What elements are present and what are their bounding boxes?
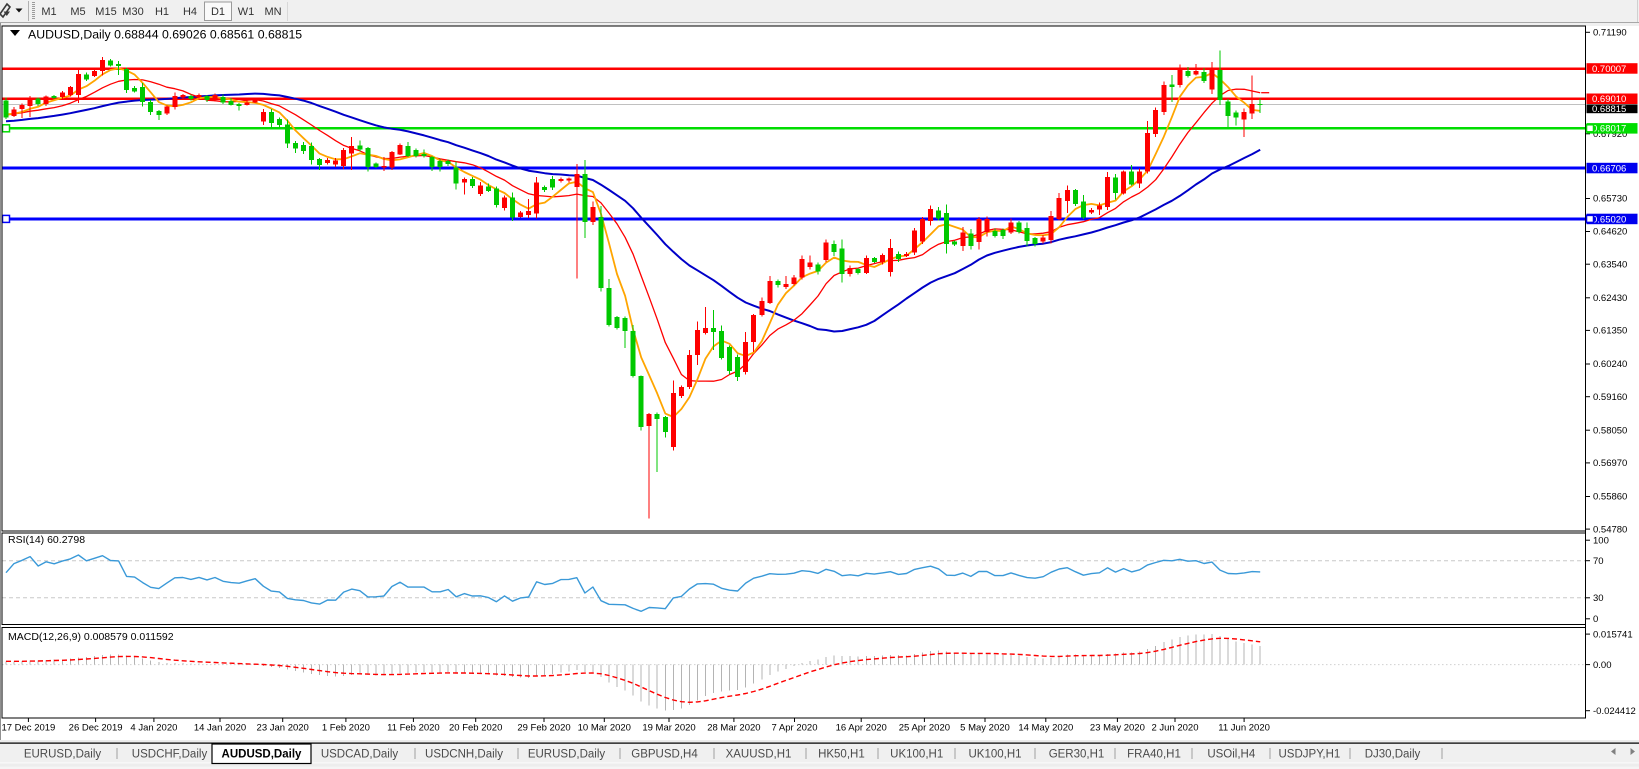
svg-text:RSI(14) 60.2798: RSI(14) 60.2798 — [8, 534, 85, 546]
svg-text:0.56970: 0.56970 — [1593, 458, 1627, 469]
svg-text:USDCNH,Daily: USDCNH,Daily — [425, 749, 503, 761]
svg-text:0.59160: 0.59160 — [1593, 392, 1627, 403]
svg-text:0.54780: 0.54780 — [1593, 524, 1627, 535]
svg-text:4 Jan 2020: 4 Jan 2020 — [130, 723, 177, 734]
svg-text:28 Mar 2020: 28 Mar 2020 — [707, 723, 760, 734]
svg-text:UK100,H1: UK100,H1 — [890, 749, 943, 761]
svg-text:0.65730: 0.65730 — [1593, 194, 1627, 205]
svg-text:0.67920: 0.67920 — [1593, 129, 1627, 140]
svg-text:H4: H4 — [183, 6, 197, 18]
svg-text:0.62430: 0.62430 — [1593, 293, 1627, 304]
svg-text:0.65020: 0.65020 — [1592, 214, 1626, 225]
svg-text:25 Apr 2020: 25 Apr 2020 — [899, 723, 950, 734]
svg-text:EURUSD,Daily: EURUSD,Daily — [528, 749, 606, 761]
svg-text:H1: H1 — [155, 6, 169, 18]
svg-text:0.61350: 0.61350 — [1593, 326, 1627, 337]
svg-text:7 Apr 2020: 7 Apr 2020 — [772, 723, 818, 734]
svg-text:29 Feb 2020: 29 Feb 2020 — [517, 723, 570, 734]
svg-text:MACD(12,26,9) 0.008579 0.01159: MACD(12,26,9) 0.008579 0.011592 — [8, 631, 174, 643]
svg-text:AUDUSD,Daily: AUDUSD,Daily — [222, 749, 302, 761]
svg-text:DJ30,Daily: DJ30,Daily — [1365, 749, 1421, 761]
svg-text:0.015741: 0.015741 — [1593, 629, 1633, 640]
svg-text:USDCAD,Daily: USDCAD,Daily — [321, 749, 399, 761]
svg-text:USDCHF,Daily: USDCHF,Daily — [132, 749, 208, 761]
svg-text:M1: M1 — [41, 6, 56, 18]
svg-text:M5: M5 — [70, 6, 85, 18]
svg-text:0.00: 0.00 — [1593, 660, 1612, 671]
svg-text:0.58050: 0.58050 — [1593, 425, 1627, 436]
svg-text:MN: MN — [264, 6, 281, 18]
svg-text:100: 100 — [1593, 535, 1609, 546]
svg-text:EURUSD,Daily: EURUSD,Daily — [24, 749, 102, 761]
svg-text:0: 0 — [1593, 614, 1598, 625]
svg-text:70: 70 — [1593, 556, 1604, 567]
svg-text:0.71190: 0.71190 — [1593, 28, 1627, 39]
svg-text:0.69010: 0.69010 — [1592, 94, 1626, 105]
svg-text:FRA40,H1: FRA40,H1 — [1127, 749, 1181, 761]
svg-text:0.64620: 0.64620 — [1593, 227, 1627, 238]
svg-text:USOil,H4: USOil,H4 — [1207, 749, 1256, 761]
svg-text:0.70007: 0.70007 — [1592, 64, 1626, 75]
svg-text:26 Dec 2019: 26 Dec 2019 — [69, 723, 123, 734]
svg-text:30: 30 — [1593, 593, 1604, 604]
svg-text:20 Feb 2020: 20 Feb 2020 — [449, 723, 502, 734]
svg-text:19 Mar 2020: 19 Mar 2020 — [642, 723, 695, 734]
svg-text:0.66706: 0.66706 — [1592, 163, 1626, 174]
svg-text:XAUUSD,H1: XAUUSD,H1 — [726, 749, 792, 761]
svg-text:1 Feb 2020: 1 Feb 2020 — [322, 723, 370, 734]
svg-text:2 Jun 2020: 2 Jun 2020 — [1151, 723, 1198, 734]
svg-text:USDJPY,H1: USDJPY,H1 — [1279, 749, 1341, 761]
svg-text:23 Jan 2020: 23 Jan 2020 — [257, 723, 309, 734]
svg-text:GER30,H1: GER30,H1 — [1049, 749, 1105, 761]
svg-text:23 May 2020: 23 May 2020 — [1090, 723, 1145, 734]
svg-text:W1: W1 — [238, 6, 255, 18]
svg-text:17 Dec 2019: 17 Dec 2019 — [1, 723, 55, 734]
svg-text:0.60240: 0.60240 — [1593, 359, 1627, 370]
svg-text:AUDUSD,Daily 0.68844 0.69026: AUDUSD,Daily 0.68844 0.69026 0.68561 0.6… — [28, 28, 302, 42]
svg-text:GBPUSD,H4: GBPUSD,H4 — [631, 749, 698, 761]
svg-text:0.68017: 0.68017 — [1592, 124, 1626, 135]
svg-text:10 Mar 2020: 10 Mar 2020 — [578, 723, 631, 734]
svg-text:16 Apr 2020: 16 Apr 2020 — [836, 723, 887, 734]
svg-text:0.63540: 0.63540 — [1593, 259, 1627, 270]
svg-text:M15: M15 — [95, 6, 116, 18]
svg-text:14 Jan 2020: 14 Jan 2020 — [194, 723, 246, 734]
svg-text:11 Jun 2020: 11 Jun 2020 — [1218, 723, 1270, 734]
svg-text:0.55860: 0.55860 — [1593, 492, 1627, 503]
svg-text:HK50,H1: HK50,H1 — [818, 749, 865, 761]
svg-text:14 May 2020: 14 May 2020 — [1018, 723, 1073, 734]
svg-text:11 Feb 2020: 11 Feb 2020 — [387, 723, 440, 734]
svg-text:-0.024412: -0.024412 — [1593, 706, 1636, 717]
svg-text:5 May 2020: 5 May 2020 — [960, 723, 1010, 734]
svg-text:0.68815: 0.68815 — [1592, 104, 1626, 115]
svg-text:UK100,H1: UK100,H1 — [968, 749, 1021, 761]
svg-text:D1: D1 — [211, 6, 225, 18]
svg-text:M30: M30 — [122, 6, 143, 18]
